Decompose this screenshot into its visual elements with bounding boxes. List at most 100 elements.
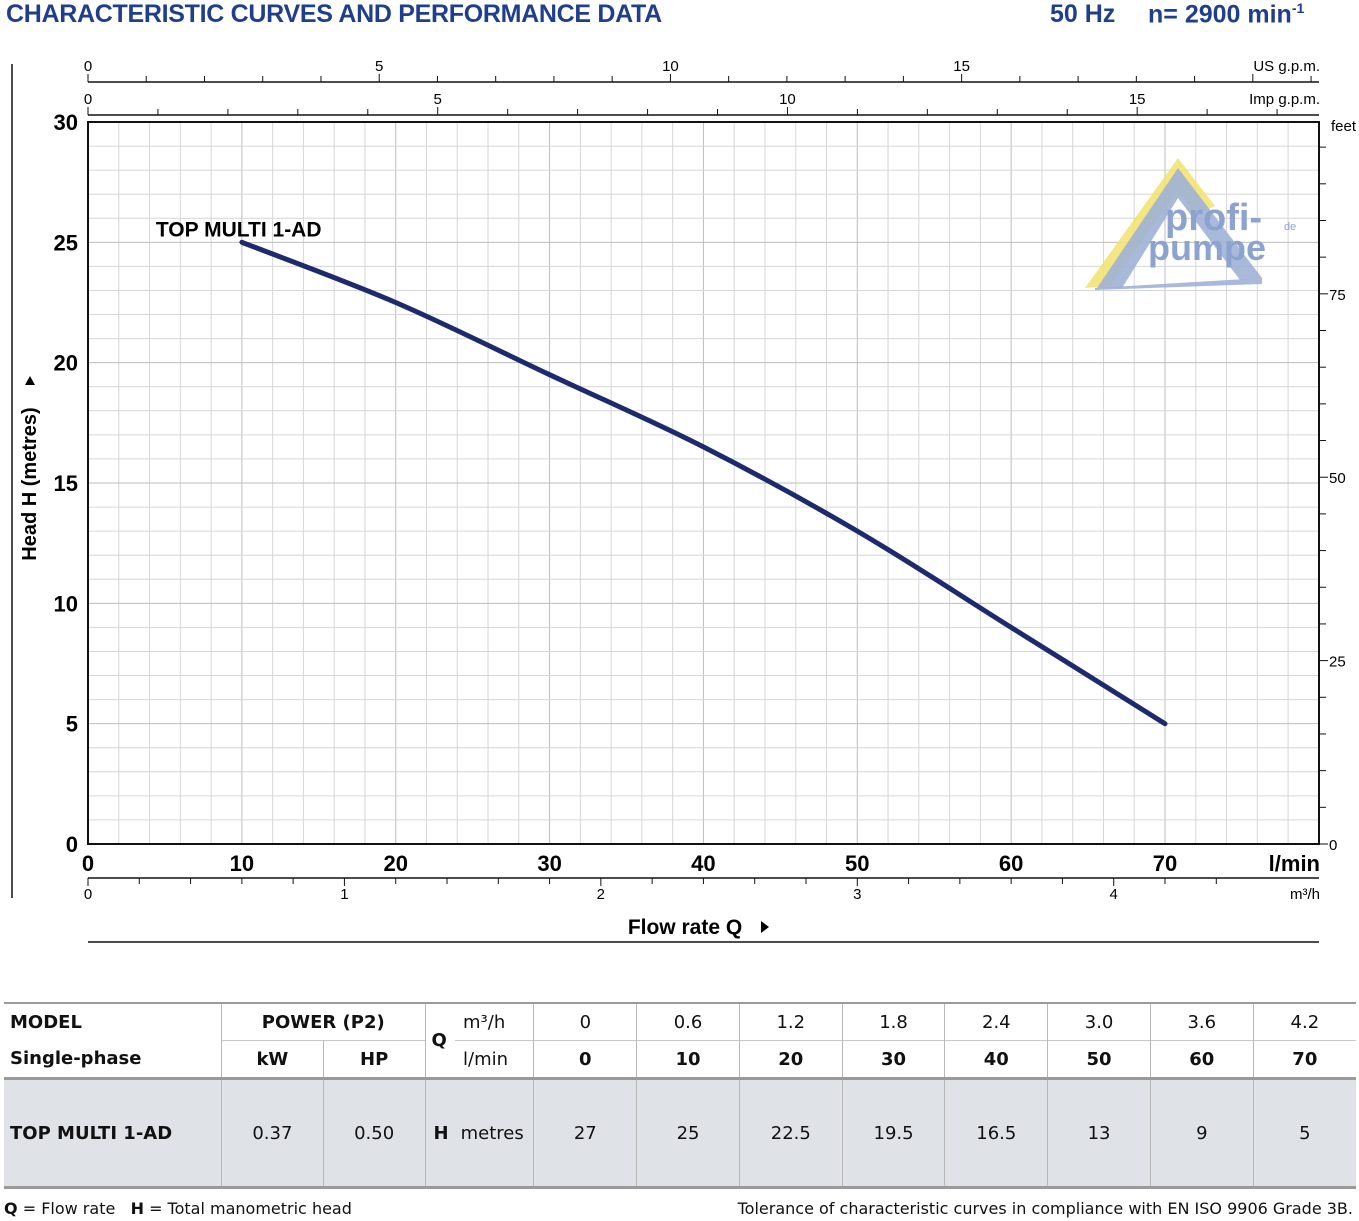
lmin-value: 40 (944, 1040, 1049, 1079)
power-header: POWER (P2) (221, 1002, 426, 1041)
feet-tick-label: 0 (1329, 837, 1337, 854)
lmin-unit: l/min (455, 1040, 535, 1079)
imp-gpm-tick-label: 15 (1129, 91, 1146, 108)
imp-gpm-tick-label: 5 (434, 91, 442, 108)
lmin-value: 20 (739, 1040, 843, 1079)
x-axis-arrow (761, 921, 769, 933)
legend-footnote: Q = Flow rate H = Total manometric head (4, 1199, 352, 1218)
x-axis-title: Flow rate Q (628, 916, 742, 939)
x-tick-label-lmin: 10 (230, 851, 254, 876)
feet-tick-label: 25 (1329, 654, 1346, 671)
m3h-unit: m³/h (1290, 886, 1320, 903)
m3h-tick-label: 0 (84, 886, 92, 903)
h-value: 25 (636, 1077, 740, 1189)
feet-tick-label: 75 (1329, 287, 1346, 304)
m3h-value: 2.4 (944, 1002, 1049, 1041)
chart-grid (88, 122, 1319, 844)
model-header: MODEL (4, 1002, 222, 1041)
lmin-value: 50 (1047, 1040, 1151, 1079)
us-gpm-tick-label: 5 (375, 58, 383, 75)
m3h-value: 1.8 (842, 1002, 946, 1041)
q-abbr: Q (4, 1199, 18, 1218)
us-gpm-tick-label: 15 (953, 58, 970, 75)
h-value: 19.5 (842, 1077, 946, 1189)
y-tick-label: 30 (54, 110, 78, 135)
m3h-value: 0 (533, 1002, 638, 1041)
lmin-value: 10 (636, 1040, 740, 1079)
series-label: TOP MULTI 1-AD (156, 218, 322, 241)
h-unit: metres (460, 1122, 524, 1144)
feet-unit: feet (1331, 118, 1357, 135)
imp-gpm-tick-label: 0 (84, 91, 92, 108)
logo-text-suffix: de (1284, 221, 1296, 233)
feet-tick-label: 50 (1329, 470, 1346, 487)
m3h-tick-label: 3 (853, 886, 861, 903)
x-tick-label-lmin: 50 (845, 851, 869, 876)
y-tick-label: 5 (66, 712, 78, 737)
y-tick-label: 0 (66, 832, 78, 857)
chart-axes (11, 64, 1328, 943)
model-name: TOP MULTI 1-AD (4, 1077, 222, 1189)
x-unit-lmin: l/min (1269, 851, 1320, 876)
profi-pumpe-logo: profi- pumpe de (1085, 158, 1296, 290)
speed-label: n= 2900 min-1 (1148, 0, 1304, 29)
phase-header: Single-phase (4, 1040, 222, 1079)
y-tick-label: 25 (54, 230, 78, 255)
y-axis-arrow (25, 376, 35, 385)
q-definition: = Flow rate (22, 1199, 116, 1218)
speed-exponent: -1 (1291, 0, 1305, 16)
y-axis-title: Head H (metres) (19, 407, 41, 560)
h-abbr: H (433, 1122, 449, 1144)
h-abbr-footer: H (130, 1199, 144, 1218)
page-title: CHARACTERISTIC CURVES AND PERFORMANCE DA… (6, 0, 662, 28)
logo-text-pumpe: pumpe (1148, 227, 1266, 268)
lmin-value: 0 (533, 1040, 638, 1079)
performance-table: MODEL POWER (P2) Q m³/h 0 0.6 1.2 1.8 2.… (4, 1002, 1356, 1189)
m3h-tick-label: 1 (340, 886, 348, 903)
y-tick-label: 10 (54, 591, 78, 616)
imp-gpm-unit: Imp g.p.m. (1249, 91, 1320, 108)
kw-value: 0.37 (221, 1077, 324, 1189)
m3h-value: 1.2 (739, 1002, 843, 1041)
us-gpm-tick-label: 10 (662, 58, 679, 75)
us-gpm-tick-label: 0 (84, 58, 92, 75)
curve-layer (239, 239, 1168, 727)
m3h-tick-label: 2 (597, 886, 605, 903)
m3h-value: 4.2 (1253, 1002, 1356, 1041)
y-tick-label: 20 (54, 351, 78, 376)
imp-gpm-tick-label: 10 (779, 91, 796, 108)
h-value: 5 (1253, 1077, 1356, 1189)
m3h-value: 3.6 (1150, 1002, 1254, 1041)
m3h-value: 0.6 (636, 1002, 740, 1041)
logo-text-profi: profi- (1165, 197, 1262, 239)
m3h-unit: m³/h (455, 1002, 535, 1041)
x-tick-label-lmin: 60 (999, 851, 1023, 876)
h-value: 13 (1047, 1077, 1151, 1189)
hp-header: HP (323, 1040, 426, 1079)
frequency-label: 50 Hz (1050, 0, 1116, 28)
y-tick-label: 15 (54, 471, 78, 496)
tolerance-note: Tolerance of characteristic curves in co… (737, 1199, 1353, 1218)
x-tick-label-lmin: 30 (537, 851, 561, 876)
plot-frame (87, 121, 1320, 845)
h-value: 27 (533, 1077, 638, 1189)
h-value: 22.5 (739, 1077, 843, 1189)
m3h-value: 3.0 (1047, 1002, 1151, 1041)
m3h-tick-label: 4 (1110, 886, 1118, 903)
x-tick-label-lmin: 70 (1153, 851, 1177, 876)
lmin-value: 60 (1150, 1040, 1254, 1079)
us-gpm-unit: US g.p.m. (1253, 58, 1320, 75)
x-tick-label-lmin: 20 (383, 851, 407, 876)
h-value: 9 (1150, 1077, 1254, 1189)
lmin-value: 30 (842, 1040, 946, 1079)
kw-header: kW (221, 1040, 324, 1079)
x-tick-label-lmin: 0 (82, 851, 94, 876)
x-tick-label-lmin: 40 (691, 851, 715, 876)
hp-value: 0.50 (323, 1077, 426, 1189)
speed-value: n= 2900 min (1148, 0, 1292, 29)
lmin-value: 70 (1253, 1040, 1356, 1079)
q-header: Q (425, 1002, 455, 1079)
